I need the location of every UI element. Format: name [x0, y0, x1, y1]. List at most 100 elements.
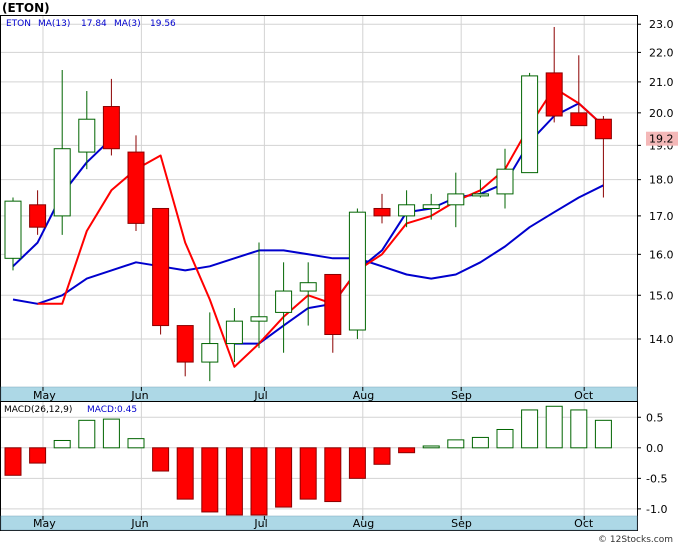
legend-ticker: ETON: [6, 19, 31, 29]
macd-bar: [471, 436, 489, 449]
macd-bar: [176, 447, 194, 500]
current-price-tag: 19.2: [646, 131, 678, 146]
price-panel-frame: [0, 15, 638, 403]
macd-bar: [127, 438, 145, 449]
price-month-labels: May Jun Jul Aug Sep Oct: [33, 387, 594, 402]
macd-bar: [152, 447, 170, 472]
price-tick-label: 16.0: [649, 248, 674, 261]
candle-body: [78, 118, 96, 153]
ma13-line-group: [12, 184, 604, 305]
legend-ma3-label: MA(3): [114, 19, 141, 29]
price-axis: 23.022.021.020.019.018.017.016.015.014.0: [637, 18, 674, 346]
ma13-line: [12, 184, 604, 305]
candle-body: [29, 204, 47, 228]
macd-bar: [570, 409, 588, 449]
candle-body: [152, 207, 170, 327]
ma-slow-line: [234, 102, 605, 345]
month-label: Aug: [353, 389, 374, 402]
candles-group: [4, 26, 612, 382]
macd-bar: [299, 447, 317, 500]
price-tick-label: 18.0: [649, 174, 674, 187]
candle-body: [545, 72, 563, 117]
candle-body: [373, 207, 391, 217]
price-tick-label: 22.0: [649, 46, 674, 59]
macd-month-band: [0, 515, 638, 531]
macd-tick-label: 0.0: [646, 442, 664, 455]
macd-bar: [348, 447, 366, 479]
macd-month-label: Jun: [130, 517, 148, 530]
candle-body: [201, 343, 219, 363]
candle-body: [521, 75, 539, 174]
candle-body: [53, 148, 71, 217]
candle-body: [570, 112, 588, 127]
candle-body: [250, 316, 268, 322]
macd-bar: [324, 447, 342, 503]
macd-panel: 0.5 0.0 -0.5 -1.0 May Jun Jul Aug Sep Oct MACD(2…: [0, 401, 667, 531]
candle-body: [176, 325, 194, 363]
candle-body: [447, 193, 465, 206]
candle-body: [225, 320, 243, 345]
macd-legend-label: MACD(26,12,9): [4, 405, 72, 415]
macd-bar: [545, 405, 563, 449]
macd-tick-label: 0.5: [646, 411, 664, 424]
macd-bar: [4, 447, 22, 476]
price-tick-label: 23.0: [649, 18, 674, 31]
macd-bar: [250, 447, 268, 516]
candle-body: [422, 204, 440, 209]
candle-body: [127, 151, 145, 224]
macd-month-label: Oct: [574, 517, 594, 530]
macd-bar: [521, 409, 539, 449]
macd-panel-frame: [0, 401, 638, 531]
candle-body: [275, 290, 293, 313]
candle-body: [496, 168, 514, 195]
candle-body: [348, 211, 366, 331]
macd-month-label: May: [33, 517, 56, 530]
watermark: © 12Stocks.com: [598, 535, 673, 545]
macd-bar: [496, 428, 514, 449]
macd-tick-label: -1.0: [646, 503, 667, 516]
candle-body: [398, 204, 416, 217]
price-month-band: [0, 386, 638, 403]
price-tick-label: 17.0: [649, 210, 674, 223]
candle-body: [471, 193, 489, 197]
month-label: Oct: [574, 389, 594, 402]
candle-body: [324, 273, 342, 335]
macd-bar: [373, 447, 391, 465]
price-tick-label: 15.0: [649, 289, 674, 302]
macd-bar: [29, 447, 47, 464]
price-tick-label: 20.0: [649, 107, 674, 120]
macd-month-label: Jul: [253, 517, 267, 530]
macd-bar: [398, 447, 416, 454]
chart-title: (ETON): [2, 1, 50, 15]
candle-body: [4, 200, 22, 259]
macd-month-label: Sep: [451, 517, 472, 530]
macd-bar: [78, 419, 96, 449]
candle-body: [299, 282, 317, 292]
macd-axis: 0.5 0.0 -0.5 -1.0: [637, 411, 667, 516]
macd-bar: [201, 447, 219, 513]
price-tick-label: 14.0: [649, 333, 674, 346]
macd-bar: [53, 439, 71, 449]
legend: ETON MA(13) 17.84 MA(3) 19.56: [6, 19, 176, 29]
month-label: Jul: [253, 389, 267, 402]
price-tick-label: 21.0: [649, 76, 674, 89]
current-price-tag-box: [646, 131, 678, 146]
macd-bars: [4, 405, 612, 516]
legend-ma3-value: 19.56: [150, 19, 176, 29]
macd-bar: [102, 418, 120, 449]
current-price-tag-text: 19.2: [649, 133, 674, 146]
price-panel: 23.022.021.020.019.018.017.016.015.014.0…: [0, 15, 678, 403]
month-label: May: [33, 389, 56, 402]
macd-month-labels: May Jun Jul Aug Sep Oct: [33, 516, 594, 530]
macd-month-label: Aug: [353, 517, 374, 530]
legend-ma13-value: 17.84: [81, 19, 107, 29]
macd-bar: [225, 447, 243, 516]
month-label: Jun: [130, 389, 148, 402]
candle-body: [594, 118, 612, 140]
macd-legend-value: MACD:0.45: [87, 405, 137, 415]
macd-bar: [594, 419, 612, 449]
macd-bar: [275, 447, 293, 508]
macd-bar: [447, 439, 465, 449]
macd-bar: [422, 445, 440, 449]
